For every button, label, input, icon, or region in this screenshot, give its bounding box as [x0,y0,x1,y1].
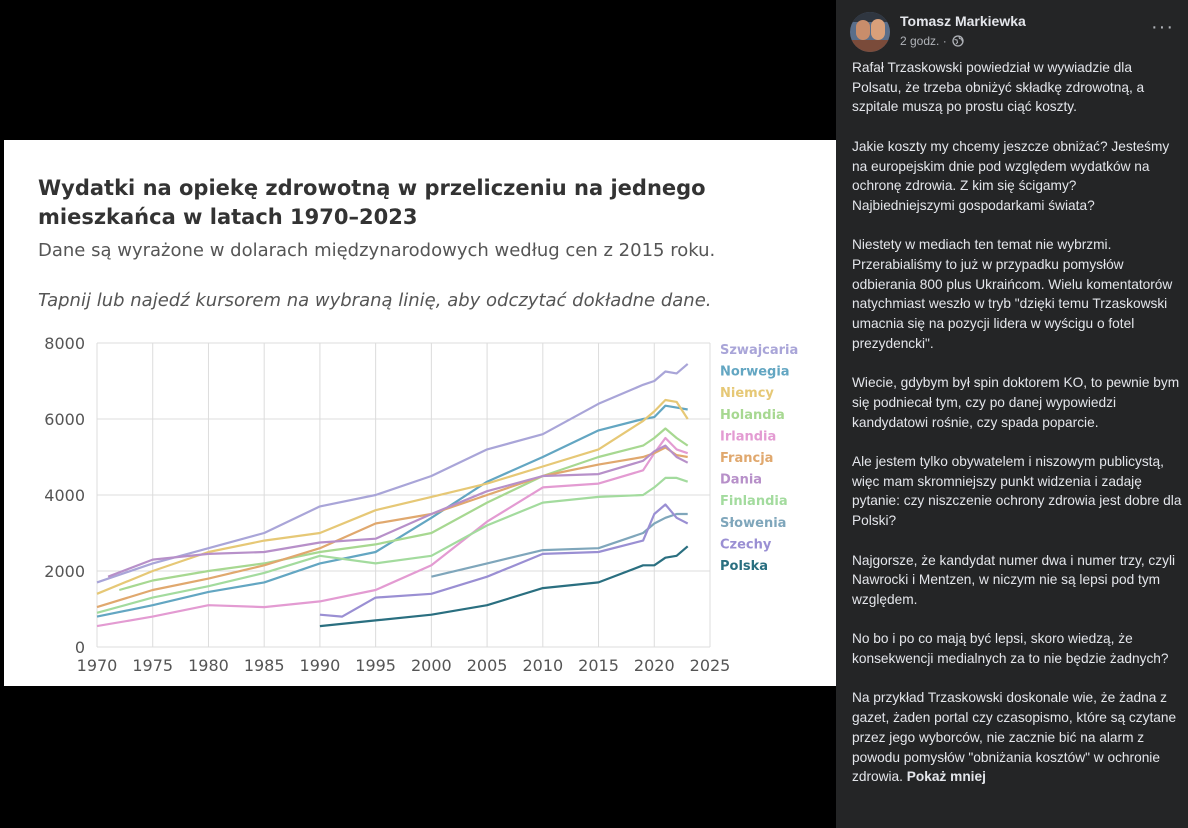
globe-icon [952,35,964,47]
post-paragraph: Niestety w mediach ten temat nie wybrzmi… [852,237,1173,351]
post-paragraph: Wiecie, gdybym był spin doktorem KO, to … [852,375,1180,430]
legend-label: Czechy [720,537,772,552]
y-tick-label: 4000 [44,486,85,505]
post-sidebar: Tomasz Markiewka 2 godz. · ··· Rafał Trz… [836,0,1188,828]
chart-title: Wydatki na opiekę zdrowotną w przeliczen… [38,176,706,229]
series-line [107,444,689,578]
x-tick-label: 1990 [300,656,341,675]
chart-image[interactable]: 0 2000 4000 6000 8000 1970 1975 1980 1985 1990 199… [4,140,836,686]
x-tick-label: 1975 [132,656,173,675]
more-options-icon[interactable]: ··· [1151,16,1174,38]
legend-label: Słowenia [720,516,786,531]
chart-hint: Tapnij lub najedź kursorem na wybraną li… [38,290,712,311]
avatar[interactable] [850,12,890,52]
chart-subtitle: Dane są wyrażone w dolarach międzynarodo… [38,240,716,261]
x-tick-label: 2025 [690,656,731,675]
x-tick-label: 2005 [467,656,508,675]
legend-label: Francja [720,451,773,466]
author-name[interactable]: Tomasz Markiewka [900,13,1026,29]
post-meta: 2 godz. · [900,34,964,48]
show-less-link[interactable]: Pokaż mniej [906,769,986,785]
post-text: Rafał Trzaskowski powiedział w wywiadzie… [852,58,1182,807]
x-tick-label: 2020 [634,656,675,675]
y-tick-label: 8000 [44,334,85,353]
series-line [96,436,689,628]
x-tick-label: 2015 [578,656,619,675]
post-time[interactable]: 2 godz. [900,34,940,48]
series-line [96,476,689,614]
meta-separator: · [942,34,947,48]
series-line [319,503,689,618]
post-paragraph: No bo i po co mają być lepsi, skoro wied… [852,631,1169,666]
series-line [96,398,689,595]
legend-label: Niemcy [720,386,774,401]
x-tick-label: 1985 [244,656,285,675]
x-tick-label: 2000 [411,656,452,675]
y-tick-label: 2000 [44,562,85,581]
legend-label: Finlandia [720,494,788,509]
post-paragraph: Jakie koszty my chcemy jeszcze obniżać? … [852,138,1170,213]
post-paragraph-text: Na przykład Trzaskowski doskonale wie, ż… [852,690,1177,785]
legend-label: Dania [720,473,762,488]
series-line [118,427,689,592]
photo-viewer: 0 2000 4000 6000 8000 1970 1975 1980 1985 1990 199… [4,140,836,686]
y-tick-label: 0 [75,638,85,657]
legend-label: Irlandia [720,429,776,444]
series-line [431,512,688,578]
x-tick-label: 1970 [77,656,118,675]
legend-label: Szwajcaria [720,343,798,358]
line-chart: 0 2000 4000 6000 8000 1970 1975 1980 1985 1990 199… [44,334,798,675]
series-line [96,363,689,584]
post-paragraph: Na przykład Trzaskowski doskonale wie, ż… [852,688,1182,787]
legend-label: Polska [720,559,768,574]
legend-label: Holandia [720,408,785,423]
series-line [319,545,689,628]
x-tick-label: 1980 [188,656,229,675]
x-tick-label: 1995 [355,656,396,675]
x-tick-label: 2010 [522,656,563,675]
legend-label: Norwegia [720,365,790,380]
y-tick-label: 6000 [44,410,85,429]
series-line [96,404,688,618]
post-paragraph: Najgorsze, że kandydat numer dwa i numer… [852,552,1176,607]
series-line [96,446,688,609]
post-paragraph: Ale jestem tylko obywatelem i niszowym p… [852,454,1182,529]
post-paragraph: Rafał Trzaskowski powiedział w wywiadzie… [852,60,1145,115]
